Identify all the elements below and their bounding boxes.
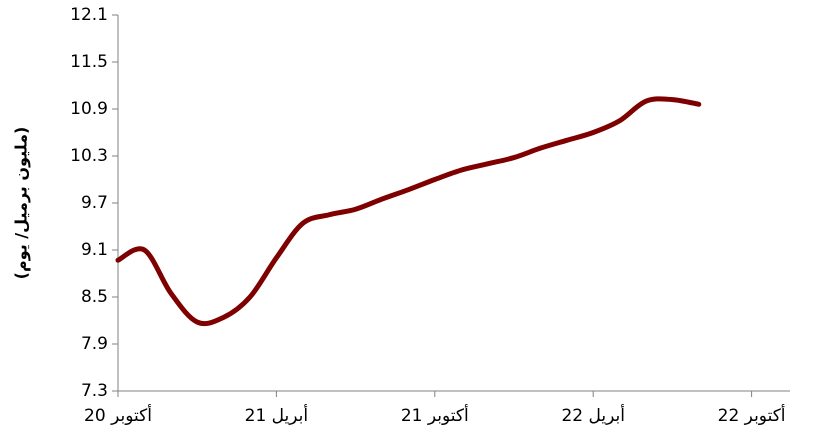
y-tick-label: 8.5: [81, 287, 108, 307]
y-axis-label: (مليون برميل/ يوم): [12, 127, 31, 280]
y-tick-label: 7.9: [81, 334, 108, 354]
y-tick-label: 12.1: [70, 5, 108, 25]
y-tick-label: 11.5: [70, 52, 108, 72]
y-tick-label: 9.1: [81, 240, 108, 260]
line: [115, 96, 702, 327]
x-tick-label: أبريل 21: [245, 404, 309, 426]
x-tick-label: أبريل 22: [561, 404, 625, 426]
x-tick-label: أكتوبر 22: [718, 404, 786, 426]
y-tick-label: 10.9: [70, 99, 108, 119]
x-tick-label: أكتوبر 21: [401, 404, 469, 426]
y-tick-label: 9.7: [81, 193, 108, 213]
y-tick-label: 10.3: [70, 146, 108, 166]
y-tick-label: 7.3: [81, 381, 108, 401]
x-tick-label: أكتوبر 20: [84, 404, 152, 426]
